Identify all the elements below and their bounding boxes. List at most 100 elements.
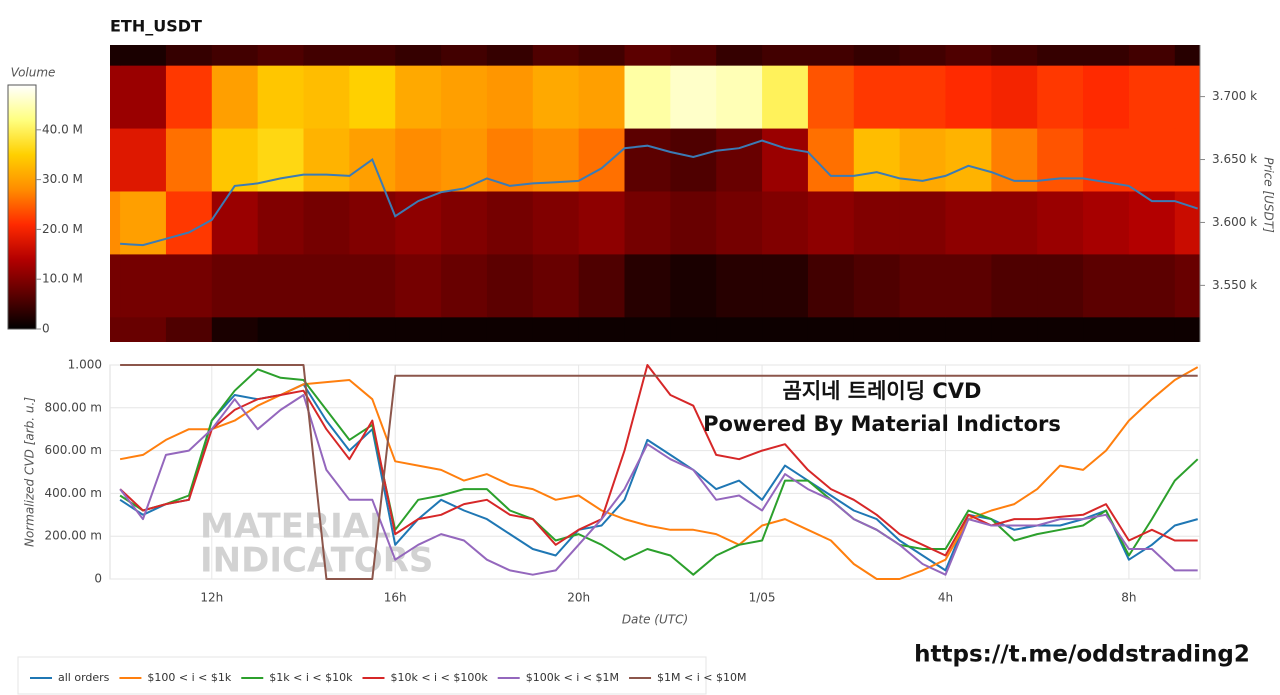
colorbar-label: Volume <box>11 66 56 80</box>
heatmap-cell <box>120 45 167 66</box>
series-line <box>120 364 1198 580</box>
legend-label: all orders <box>58 671 110 684</box>
watermark: INDICATORS <box>200 541 433 581</box>
x-tick-label: 16h <box>384 591 407 605</box>
heatmap-cell <box>853 65 901 129</box>
x-tick-label: 12h <box>200 591 223 605</box>
heatmap-cell <box>991 253 1038 318</box>
x-tick-label: 20h <box>567 591 590 605</box>
heatmap-cell <box>349 190 396 255</box>
heatmap-cell <box>807 65 855 129</box>
heatmap-cell <box>1174 253 1200 318</box>
heatmap-cell <box>110 128 121 192</box>
heatmap-cell <box>532 190 580 255</box>
annotation: Powered By Material Indictors <box>703 412 1061 436</box>
heatmap-cell <box>1128 45 1176 66</box>
watermark: MATERIAL <box>200 507 391 547</box>
heatmap-cell <box>486 128 534 192</box>
legend-label: $100k < i < $1M <box>526 671 619 684</box>
heatmap-cell <box>395 45 442 66</box>
heatmap-cell <box>578 253 626 318</box>
heatmap-cell <box>716 190 763 255</box>
heatmap-cell <box>991 190 1038 255</box>
y-tick-label: 200.00 m <box>45 529 103 543</box>
heatmap-cell <box>807 45 855 66</box>
heatmap-cell <box>1174 316 1200 342</box>
heatmap-cell <box>578 316 626 342</box>
y-tick-label: 600.00 m <box>45 443 103 457</box>
y-tick-label: 3.700 k <box>1212 89 1257 103</box>
heatmap-cell <box>395 128 442 192</box>
heatmap-cell <box>532 253 580 318</box>
heatmap-cell <box>110 190 121 255</box>
heatmap-cell <box>120 316 167 342</box>
heatmap-cell <box>1037 190 1084 255</box>
series-line <box>119 394 1198 576</box>
heatmap-cell <box>945 128 992 192</box>
heatmap-cell <box>120 128 167 192</box>
heatmap-cell <box>257 45 305 66</box>
heatmap-cell <box>624 45 671 66</box>
heatmap-cell <box>486 45 534 66</box>
heatmap-cell <box>899 65 946 129</box>
heatmap-cell <box>624 190 671 255</box>
annotation: 곰지네 트레이딩 CVD <box>783 379 982 403</box>
heatmap-cell <box>807 316 855 342</box>
heatmap-cell <box>991 65 1038 129</box>
heatmap-cell <box>1083 190 1130 255</box>
heatmap-cell <box>899 316 946 342</box>
heatmap-cell <box>670 65 717 129</box>
heatmap-cell <box>165 128 213 192</box>
heatmap-cell <box>578 128 626 192</box>
heatmap-cell <box>441 45 488 66</box>
heatmap-cell <box>486 65 534 129</box>
heatmap-cell <box>578 190 626 255</box>
y-tick-label: 3.550 k <box>1212 278 1257 292</box>
series-line <box>119 368 1199 576</box>
heatmap-cell <box>211 316 259 342</box>
heatmap-cell <box>165 253 213 318</box>
y-tick-label: 1.000 <box>68 358 102 372</box>
footer-link: https://t.me/oddstrading2 <box>914 642 1250 668</box>
heatmap-cell <box>303 316 350 342</box>
heatmap-cell <box>762 128 809 192</box>
heatmap-cell <box>303 45 350 66</box>
heatmap-cell <box>165 190 213 255</box>
heatmap-cell <box>945 190 992 255</box>
heatmap-cell <box>578 65 626 129</box>
heatmap-cell <box>716 316 763 342</box>
heatmap-cell <box>853 253 901 318</box>
heatmap-cell <box>853 128 901 192</box>
heatmap-cell <box>1083 65 1130 129</box>
heatmap-cell <box>670 128 717 192</box>
heatmap-cell <box>578 45 626 66</box>
heatmap-cell <box>807 190 855 255</box>
heatmap-cell <box>1174 45 1200 66</box>
heatmap-cell <box>303 65 350 129</box>
series-line <box>119 364 1198 557</box>
heatmap-cell <box>1174 65 1200 129</box>
heatmap-cell <box>670 253 717 318</box>
heatmap-cell <box>945 253 992 318</box>
heatmap-cell <box>807 253 855 318</box>
heatmap-cell <box>110 253 121 318</box>
heatmap-cell <box>716 253 763 318</box>
heatmap-cell <box>532 45 580 66</box>
price-line <box>120 139 1199 247</box>
heatmap-cell <box>991 316 1038 342</box>
x-tick-label: 1/05 <box>749 591 776 605</box>
chart-title: ETH_USDT <box>110 17 202 36</box>
heatmap-cell <box>1083 128 1130 192</box>
heatmap-cell <box>1037 65 1084 129</box>
x-tick-label: 4h <box>938 591 953 605</box>
y-tick-label: 0 <box>94 572 102 586</box>
heatmap-cell <box>257 190 305 255</box>
heatmap-cell <box>532 316 580 342</box>
heatmap-cell <box>211 253 259 318</box>
y-axis-label: Price [USDT] <box>1262 157 1276 233</box>
colorbar-tick-label: 40.0 M <box>42 122 83 136</box>
heatmap-cell <box>211 128 259 192</box>
heatmap-cell <box>257 65 305 129</box>
heatmap-cell <box>120 253 167 318</box>
